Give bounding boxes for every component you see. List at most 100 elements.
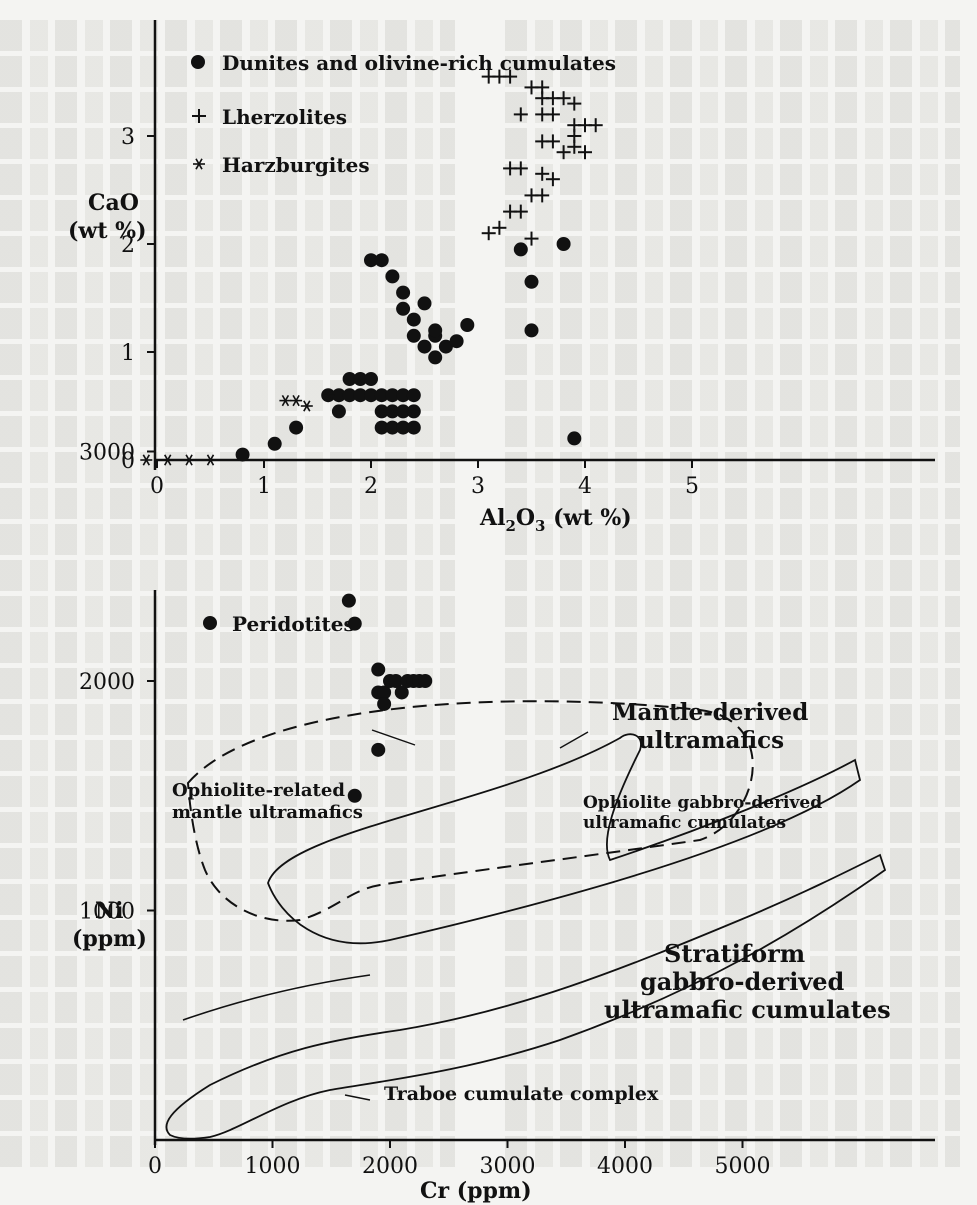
ophiolite-gabbro-leader xyxy=(559,731,589,749)
annotation-stratiform-line2: gabbro-derived xyxy=(640,967,845,996)
harzburgite-point xyxy=(375,405,388,417)
dunite-point xyxy=(396,301,411,316)
peridotite-point xyxy=(347,788,362,803)
annotation-stratiform-line1: Stratiform xyxy=(664,939,805,968)
top-y-label-line2: (wt %) xyxy=(68,218,146,244)
lherzolite-point xyxy=(567,129,582,143)
annotation-ophiolite-related-line2: mantle ultramafics xyxy=(172,802,363,823)
annotation-ophiolite-related-line1: Ophiolite-related xyxy=(172,780,345,801)
harzburgite-point xyxy=(300,400,313,412)
cao-al2o3-scatter: 0 1 2 3 4 5 0 1 2 3 CaO (wt %) Al2O3 (wt %) Duni… xyxy=(68,20,935,535)
dunite-point xyxy=(374,388,389,403)
dunite-point xyxy=(406,328,421,343)
annotation-stratiform-line3: ultramafic cumulates xyxy=(604,995,891,1024)
harzburgite-point xyxy=(407,405,420,417)
dunite-point xyxy=(396,420,411,435)
top-data-points xyxy=(140,69,603,466)
top-y-ticks: 0 1 2 3 xyxy=(121,125,155,474)
top-x-tick-label: 1 xyxy=(257,474,271,499)
harzburgite-point xyxy=(386,405,399,417)
ni-cr-scatter: 0 1000 2000 3000 4000 5000 1000 2000 3000 Ni (p… xyxy=(72,441,935,1204)
peridotite-point xyxy=(347,616,362,631)
peridotite-point xyxy=(418,674,433,688)
lherzolite-point xyxy=(524,231,539,246)
dunite-point xyxy=(374,253,389,268)
top-y-tick-label: 3 xyxy=(121,125,135,150)
dunite-point xyxy=(342,388,357,403)
annotation-mantle-line2: ultramafics xyxy=(638,727,784,754)
dunite-point xyxy=(406,420,421,435)
traboe-leader-line xyxy=(344,1094,371,1101)
ophiolite-mantle-leader xyxy=(371,729,416,746)
dunite-point xyxy=(364,253,378,268)
top-x-tick-label: 2 xyxy=(364,474,378,499)
dunite-point xyxy=(513,242,528,257)
dunite-point xyxy=(289,420,304,435)
harzburgite-point xyxy=(140,454,153,466)
dunite-point xyxy=(385,388,400,403)
lherzolite-point xyxy=(556,91,571,106)
dunite-point xyxy=(406,388,421,403)
bottom-x-tick-label: 5000 xyxy=(715,1154,771,1179)
dunite-point xyxy=(438,339,453,354)
lherzolite-point xyxy=(545,172,560,187)
dunite-point xyxy=(556,237,571,251)
dunite-point xyxy=(353,388,368,403)
legend-harzburgites-marker xyxy=(193,158,205,170)
dunite-point xyxy=(385,269,400,284)
top-x-tick-label: 4 xyxy=(578,474,592,499)
bottom-x-label: Cr (ppm) xyxy=(420,1178,532,1204)
dunite-point xyxy=(428,350,443,365)
lherzolite-point xyxy=(492,220,507,235)
dunite-point xyxy=(460,318,475,332)
dunite-point xyxy=(331,388,346,403)
harzburgite-point xyxy=(290,395,303,407)
dunite-point xyxy=(524,274,539,289)
top-x-label: Al2O3 (wt %) xyxy=(479,505,632,535)
harzburgite-point xyxy=(183,454,196,466)
bottom-y-tick-label: 3000 xyxy=(79,441,135,466)
top-y-tick-label: 1 xyxy=(121,341,135,366)
dunite-point xyxy=(364,388,378,403)
dunite-point xyxy=(417,296,432,311)
dunite-point xyxy=(428,323,443,338)
bottom-y-ticks: 1000 2000 3000 xyxy=(79,441,155,925)
lherzolite-point xyxy=(578,145,592,160)
lherzolite-point xyxy=(545,107,560,122)
dunite-point xyxy=(449,334,464,349)
peridotite-point xyxy=(394,685,409,700)
dunite-point xyxy=(417,339,432,354)
bottom-x-tick-label: 2000 xyxy=(362,1154,418,1179)
dunite-point xyxy=(406,312,421,327)
annotation-mantle-line1: Mantle-derived xyxy=(612,699,808,726)
lherzolite-point xyxy=(481,226,496,241)
bottom-y-tick-label: 2000 xyxy=(79,670,135,695)
peridotite-point xyxy=(341,593,356,608)
lherzolite-point xyxy=(513,204,528,219)
lherzolite-point xyxy=(535,166,550,181)
dunite-point xyxy=(385,420,400,435)
lherzolite-point xyxy=(567,96,582,111)
peridotite-point xyxy=(377,696,392,711)
bottom-y-tick-label: 1000 xyxy=(79,900,135,925)
harzburgite-point xyxy=(204,454,217,466)
legend-lherzolites-label: Lherzolites xyxy=(222,105,347,129)
lherzolite-point xyxy=(513,107,528,122)
top-y-label-line1: CaO xyxy=(88,190,139,216)
harzburgite-point xyxy=(322,389,335,401)
traboe-boundary-line xyxy=(182,974,371,1021)
dunite-point xyxy=(267,436,282,451)
top-x-tick-label: 0 xyxy=(150,474,164,499)
dunite-point xyxy=(364,372,378,386)
bottom-x-tick-label: 4000 xyxy=(597,1154,653,1179)
dunite-point xyxy=(567,431,582,446)
bottom-x-tick-label: 0 xyxy=(148,1154,162,1179)
legend-peridotites-marker xyxy=(203,616,217,630)
top-x-tick-label: 5 xyxy=(685,474,699,499)
peridotite-point xyxy=(377,685,392,700)
harzburgite-point xyxy=(354,373,367,385)
annotation-traboe: Traboe cumulate complex xyxy=(384,1083,659,1105)
legend-lherzolites-marker xyxy=(192,109,206,123)
